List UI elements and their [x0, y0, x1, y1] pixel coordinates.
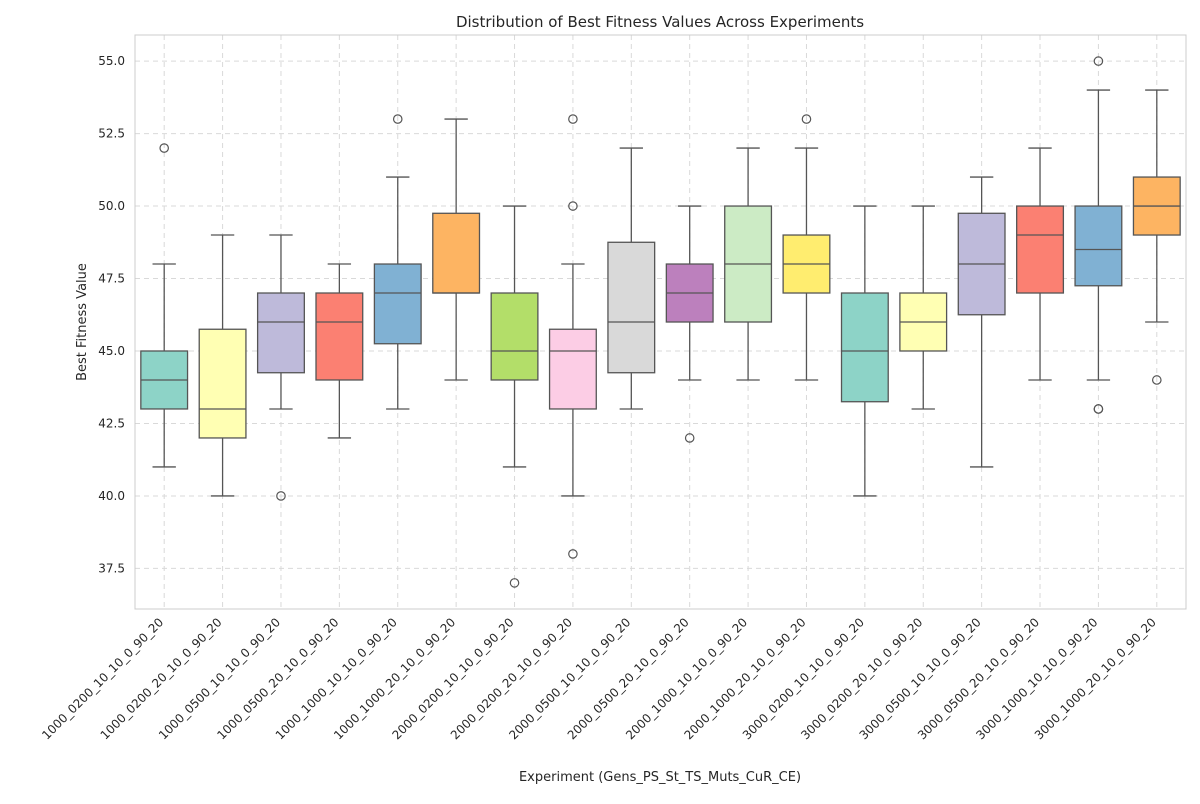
x-axis-label: Experiment (Gens_PS_St_TS_Muts_CuR_CE): [519, 770, 801, 785]
outlier-point: [276, 491, 286, 501]
x-tick-label: 2000_0200_20_10_0_90_20: [448, 615, 575, 742]
grid-lines: [135, 35, 1186, 609]
box-group: [1132, 89, 1181, 385]
outlier-point: [801, 114, 812, 124]
box-group: [840, 205, 889, 497]
box: [198, 328, 247, 439]
box-group: [1016, 147, 1065, 381]
box: [548, 328, 597, 410]
x-tick-label: 2000_0200_10_10_0_90_20: [390, 615, 517, 742]
x-tick-label: 3000_1000_10_10_0_90_20: [973, 615, 1100, 742]
outlier-point: [392, 114, 403, 124]
outlier-point: [568, 549, 578, 559]
y-tick-label: 42.5: [98, 416, 125, 430]
box-group: [957, 176, 1006, 468]
x-tick-label: 1000_0200_20_10_0_90_20: [98, 615, 225, 742]
outlier-point: [568, 114, 578, 124]
box-group: [548, 114, 597, 559]
chart-title: Distribution of Best Fitness Values Acro…: [456, 13, 864, 31]
box-group: [665, 205, 714, 443]
y-tick-label: 55.0: [98, 54, 125, 68]
box-group: [1074, 56, 1123, 414]
x-tick-label: 2000_0500_10_10_0_90_20: [506, 615, 633, 742]
box-group: [724, 147, 773, 381]
x-tick-label: 2000_1000_10_10_0_90_20: [623, 615, 750, 742]
y-tick-label: 47.5: [98, 272, 125, 286]
box: [840, 292, 889, 403]
box-group: [256, 234, 305, 501]
outlier-point: [1152, 375, 1162, 385]
outlier-point: [1093, 404, 1104, 414]
box-group: [432, 118, 481, 381]
x-tick-label: 3000_0200_10_10_0_90_20: [740, 615, 867, 742]
plot-frame: [134, 34, 1187, 610]
y-tick-label: 40.0: [98, 489, 125, 503]
x-tick-label: 3000_0500_20_10_0_90_20: [915, 615, 1042, 742]
x-tick-label: 2000_1000_20_10_0_90_20: [681, 615, 808, 742]
box: [315, 292, 364, 381]
y-tick-label: 50.0: [98, 199, 125, 213]
box: [256, 292, 305, 374]
x-tick-label: 1000_0500_10_10_0_90_20: [156, 615, 283, 742]
x-tick-label: 1000_0200_10_10_0_90_20: [39, 615, 166, 742]
y-tick-label: 37.5: [98, 561, 125, 575]
y-axis-label: Best Fitness Value: [75, 263, 90, 381]
x-tick-label: 2000_0500_20_10_0_90_20: [565, 615, 692, 742]
x-tick-label: 1000_0500_20_10_0_90_20: [214, 615, 341, 742]
box-group: [899, 205, 948, 410]
box: [1074, 205, 1123, 287]
x-tick-label: 3000_0500_10_10_0_90_20: [857, 615, 984, 742]
box: [607, 241, 656, 374]
x-tick-label: 1000_1000_10_10_0_90_20: [273, 615, 400, 742]
box-group: [782, 114, 831, 381]
x-tick-label: 3000_1000_20_10_0_90_20: [1032, 615, 1159, 742]
outlier-point: [684, 433, 695, 443]
box: [1016, 205, 1065, 294]
x-tick-label: 1000_1000_20_10_0_90_20: [331, 615, 458, 742]
box: [373, 263, 422, 345]
box-group: [490, 205, 539, 588]
outlier-point: [159, 143, 169, 153]
outlier-point: [1093, 56, 1104, 66]
x-tick-label: 3000_0200_20_10_0_90_20: [798, 615, 925, 742]
box-group: [198, 234, 247, 497]
y-tick-label: 52.5: [98, 127, 125, 141]
box: [490, 292, 539, 381]
outlier-point: [568, 201, 578, 211]
box: [432, 212, 481, 294]
box-group: [140, 143, 189, 468]
y-tick-label: 45.0: [98, 344, 125, 358]
box-group: [607, 147, 656, 410]
outlier-point: [509, 578, 520, 588]
box-group: [315, 263, 364, 439]
box-group: [373, 114, 422, 410]
